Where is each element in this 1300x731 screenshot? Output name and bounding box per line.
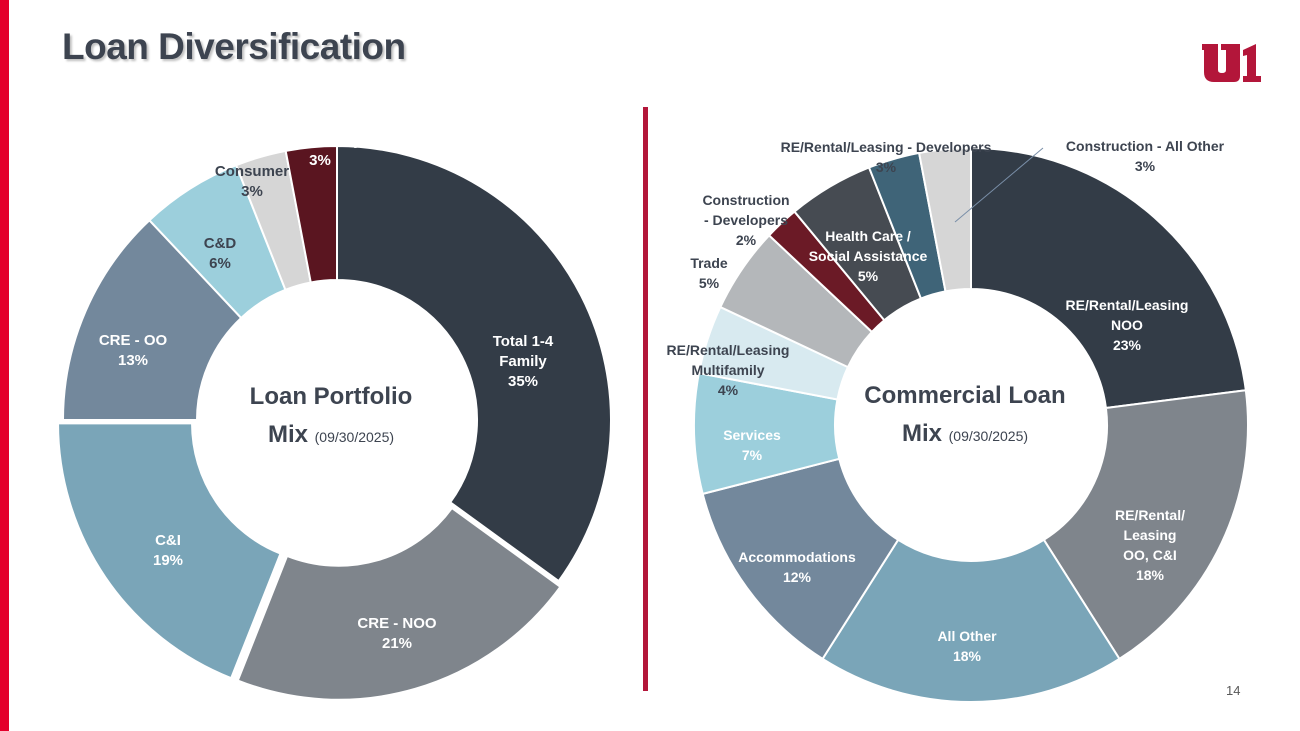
right-slice-accommodations (701, 457, 900, 661)
logo-letter-u (1202, 44, 1240, 82)
right-label-re-rental-leasing-developers: RE/Rental/Leasing - Developers 3% (781, 139, 992, 175)
left-label-multi-family: Multi-family 3% (278, 132, 362, 169)
right-label-construction-all-other: Construction - All Other 3% (1066, 138, 1225, 174)
left-slice-multi-family (284, 144, 338, 284)
left-label-cre-oo: CRE - OO 13% (99, 332, 168, 369)
left-slice-cre-oo (61, 218, 243, 421)
left-label-cre-noo: CRE - NOO 21% (357, 615, 437, 652)
right-center-title: Commercial Loan Mix (09/30/2025) (864, 382, 1065, 447)
right-slice-re-rental-leasing-oo-candi (1042, 389, 1249, 661)
right-slice-construction-all-other (917, 146, 972, 293)
right-label-health-care-social-assistance: Health Care / Social Assistance 5% (809, 228, 928, 284)
page-number: 14 (1226, 683, 1241, 698)
left-center-title: Loan Portfolio Mix (09/30/2025) (250, 383, 413, 448)
right-leader-line (954, 147, 1044, 223)
left-label-total-1-4-family: Total 1-4 Family 35% (493, 333, 554, 390)
left-label-consumer: Consumer 3% (215, 163, 289, 200)
right-label-construction-developers: Construction - Developers 2% (702, 192, 789, 248)
accent-bar (0, 0, 9, 731)
left-label-candd: C&D 6% (204, 235, 237, 272)
right-label-trade: Trade 5% (690, 255, 728, 291)
left-label-candi: C&I 19% (153, 532, 183, 569)
right-label-re-rental-leasing-multifamily: RE/Rental/Leasing Multifamily 4% (667, 342, 790, 398)
divider (643, 107, 648, 691)
right-slice-all-other (821, 538, 1121, 703)
right-label-re-rental-leasing-noo: RE/Rental/Leasing NOO 23% (1066, 297, 1189, 353)
left-slice-total-1-4-family (336, 144, 612, 583)
u1-logo (1202, 44, 1261, 82)
right-label-re-rental-leasing-oo-candi: RE/Rental/Leasing OO, C&I 18% (1115, 507, 1185, 583)
right-label-services: Services 7% (723, 427, 781, 463)
left-slice-cre-noo (236, 506, 562, 701)
logo-digit-1 (1243, 44, 1261, 82)
page-title: Loan Diversification (62, 26, 406, 67)
right-label-accommodations: Accommodations 12% (738, 549, 856, 585)
left-slice-candi (57, 422, 282, 680)
right-label-all-other: All Other 18% (937, 628, 997, 664)
right-slice-re-rental-leasing-noo (970, 146, 1247, 410)
